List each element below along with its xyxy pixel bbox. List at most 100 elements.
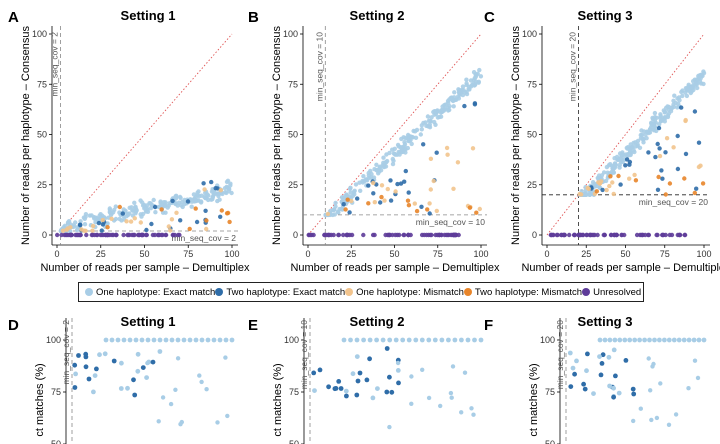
data-point bbox=[150, 232, 156, 238]
data-point bbox=[599, 361, 605, 366]
data-point bbox=[638, 132, 643, 138]
data-point bbox=[456, 232, 461, 238]
data-point bbox=[574, 358, 579, 364]
data-point bbox=[127, 337, 133, 343]
data-point bbox=[671, 145, 676, 150]
data-point bbox=[90, 223, 96, 229]
data-point bbox=[370, 395, 376, 401]
data-point bbox=[350, 371, 356, 377]
legend-label: One haplotype: Exact match bbox=[96, 286, 216, 298]
data-point bbox=[387, 424, 392, 430]
data-point bbox=[193, 198, 198, 203]
data-point bbox=[555, 232, 560, 238]
panel-letter: A bbox=[8, 9, 19, 26]
data-point bbox=[445, 98, 451, 104]
data-point bbox=[686, 337, 692, 343]
data-point bbox=[336, 232, 341, 238]
y-tick-label: 25 bbox=[288, 180, 298, 190]
data-point bbox=[376, 171, 381, 176]
data-point bbox=[185, 199, 191, 204]
data-point bbox=[399, 136, 404, 142]
data-point bbox=[170, 232, 175, 238]
data-point bbox=[639, 128, 644, 133]
data-point bbox=[654, 415, 660, 421]
data-point bbox=[201, 181, 206, 186]
data-point bbox=[409, 401, 414, 406]
data-point bbox=[419, 204, 424, 209]
data-point bbox=[689, 84, 695, 90]
data-point bbox=[652, 110, 658, 116]
panel-letter: E bbox=[248, 317, 258, 334]
data-point bbox=[367, 337, 373, 343]
data-point bbox=[129, 232, 135, 238]
data-point bbox=[406, 232, 411, 238]
panel-title: Setting 3 bbox=[578, 314, 633, 329]
data-point bbox=[60, 228, 66, 233]
data-point bbox=[205, 337, 211, 343]
data-point bbox=[611, 191, 616, 197]
data-point bbox=[193, 206, 198, 211]
data-point bbox=[579, 192, 584, 197]
data-point bbox=[333, 200, 338, 206]
data-point bbox=[379, 194, 384, 200]
data-point bbox=[456, 89, 462, 95]
panel-letter: C bbox=[484, 9, 495, 26]
data-point bbox=[444, 145, 450, 151]
panel-title: Setting 2 bbox=[350, 8, 405, 23]
data-point bbox=[671, 337, 677, 343]
data-point bbox=[368, 175, 374, 180]
data-point bbox=[113, 216, 119, 222]
data-point bbox=[402, 179, 407, 184]
data-point bbox=[683, 117, 688, 123]
data-point bbox=[364, 377, 370, 383]
data-point bbox=[199, 379, 204, 385]
data-point bbox=[701, 81, 706, 87]
y-tick-label: 50 bbox=[527, 130, 537, 140]
data-point bbox=[675, 105, 680, 110]
data-point bbox=[178, 218, 183, 223]
data-point bbox=[692, 190, 697, 196]
data-point bbox=[109, 337, 115, 343]
data-point bbox=[163, 337, 169, 343]
x-tick-label: 0 bbox=[54, 249, 59, 259]
data-point bbox=[374, 337, 379, 343]
legend-item: Two haplotype: Exact match bbox=[215, 287, 345, 298]
y-tick-label: 75 bbox=[289, 387, 299, 397]
data-point bbox=[211, 337, 217, 343]
threshold-horizontal-label: min_seq_cov = 10 bbox=[416, 217, 485, 227]
data-point bbox=[616, 390, 622, 396]
legend-item: One haplotype: Mismatch bbox=[345, 287, 464, 298]
data-point bbox=[209, 197, 214, 202]
data-point bbox=[427, 201, 432, 206]
data-point bbox=[395, 181, 400, 187]
data-point bbox=[145, 360, 150, 366]
data-point bbox=[89, 213, 94, 218]
data-point bbox=[84, 232, 89, 238]
data-point bbox=[199, 337, 205, 343]
data-point bbox=[644, 136, 649, 141]
y-tick-label: 50 bbox=[37, 130, 47, 140]
data-point bbox=[363, 177, 368, 183]
data-point bbox=[395, 360, 401, 366]
data-point bbox=[432, 109, 437, 114]
y-axis-title: Number of reads per haplotype – Consensu… bbox=[510, 26, 522, 245]
data-point bbox=[348, 337, 353, 343]
data-point bbox=[132, 216, 137, 221]
data-point bbox=[440, 107, 445, 113]
data-point bbox=[657, 146, 662, 151]
data-point bbox=[568, 384, 574, 389]
data-point bbox=[406, 190, 411, 195]
data-point bbox=[163, 232, 168, 238]
data-point bbox=[623, 163, 628, 168]
data-point bbox=[138, 220, 143, 225]
data-point bbox=[119, 360, 124, 366]
data-point bbox=[92, 373, 98, 378]
data-point bbox=[611, 347, 617, 353]
data-point bbox=[389, 389, 395, 395]
data-point bbox=[582, 386, 588, 392]
data-point bbox=[446, 337, 451, 343]
data-point bbox=[145, 209, 151, 214]
data-point bbox=[177, 232, 182, 238]
data-point bbox=[216, 193, 221, 199]
data-point bbox=[659, 168, 664, 173]
